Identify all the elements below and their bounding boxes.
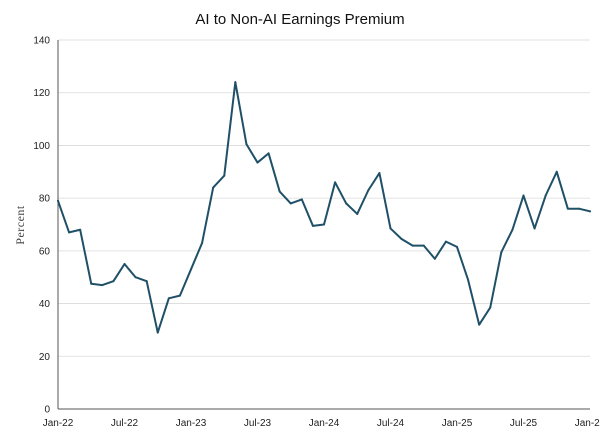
data-point bbox=[112, 280, 115, 283]
data-point bbox=[90, 282, 93, 285]
data-point bbox=[456, 245, 458, 248]
data-point bbox=[190, 268, 192, 271]
data-point bbox=[522, 194, 525, 197]
data-point bbox=[68, 231, 71, 234]
data-point bbox=[345, 202, 348, 205]
y-tick-label: 100 bbox=[33, 141, 50, 152]
y-tick-label: 20 bbox=[39, 352, 51, 363]
data-point bbox=[156, 331, 159, 334]
x-tick-label: Jan-24 bbox=[309, 418, 340, 429]
data-point bbox=[489, 306, 492, 309]
x-tick-label: Jan-26 bbox=[575, 418, 600, 429]
gridlines bbox=[58, 39, 590, 357]
data-point bbox=[212, 186, 215, 189]
x-tick-label: Jul-25 bbox=[510, 418, 538, 429]
data-point bbox=[223, 174, 226, 177]
data-point bbox=[422, 244, 425, 247]
y-tick-label: 40 bbox=[39, 299, 51, 310]
data-point bbox=[311, 224, 314, 227]
data-point bbox=[577, 207, 580, 210]
data-point bbox=[323, 223, 325, 226]
y-tick-label: 60 bbox=[39, 246, 51, 257]
y-tick-labels: 0 20 40 60 80 100 120 140 bbox=[33, 36, 50, 416]
x-tick-label: Jul-23 bbox=[244, 418, 272, 429]
x-tick-label: Jul-22 bbox=[111, 418, 139, 429]
y-tick-label: 140 bbox=[33, 36, 50, 47]
data-point bbox=[178, 294, 181, 297]
data-point bbox=[478, 323, 481, 326]
axes bbox=[57, 40, 590, 410]
data-point bbox=[278, 190, 281, 193]
x-tick-label: Jul-24 bbox=[377, 418, 405, 429]
data-point bbox=[378, 172, 381, 175]
series-line bbox=[57, 81, 591, 334]
data-point bbox=[500, 251, 503, 254]
data-point bbox=[256, 161, 259, 164]
data-point bbox=[123, 263, 126, 266]
y-tick-label: 0 bbox=[44, 405, 50, 416]
y-tick-label: 80 bbox=[39, 194, 51, 205]
x-tick-label: Jan-25 bbox=[442, 418, 473, 429]
x-tick-labels: Jan-22 Jul-22 Jan-23 Jul-23 Jan-24 Jul-24 Jan-… bbox=[43, 418, 600, 429]
x-tick-label: Jan-22 bbox=[43, 418, 74, 429]
data-point bbox=[555, 170, 558, 173]
data-point bbox=[234, 81, 237, 84]
data-point bbox=[267, 152, 270, 155]
data-point bbox=[467, 278, 470, 281]
data-point bbox=[201, 241, 204, 244]
data-point bbox=[300, 198, 303, 201]
x-tick-label: Jan-23 bbox=[176, 418, 207, 429]
data-point bbox=[167, 297, 170, 300]
data-point bbox=[245, 143, 248, 146]
data-point bbox=[145, 280, 148, 283]
data-point bbox=[589, 210, 591, 213]
y-axis-label: Percent bbox=[13, 205, 27, 245]
data-point bbox=[289, 202, 292, 205]
data-point bbox=[566, 207, 569, 210]
data-point bbox=[134, 276, 137, 279]
data-point bbox=[411, 244, 414, 247]
series-layer bbox=[57, 81, 591, 334]
data-point bbox=[544, 194, 547, 197]
y-tick-label: 120 bbox=[33, 88, 50, 99]
data-point bbox=[389, 227, 392, 230]
chart-title: AI to Non-AI Earnings Premium bbox=[195, 11, 404, 28]
data-point bbox=[511, 228, 514, 231]
data-point bbox=[101, 284, 104, 287]
data-point bbox=[400, 237, 403, 240]
data-point bbox=[533, 227, 536, 230]
data-point bbox=[367, 189, 370, 192]
data-point bbox=[57, 199, 59, 202]
data-point bbox=[433, 257, 436, 260]
data-point bbox=[356, 212, 359, 215]
data-point bbox=[444, 240, 447, 243]
data-point bbox=[79, 228, 82, 231]
data-point bbox=[334, 181, 337, 184]
